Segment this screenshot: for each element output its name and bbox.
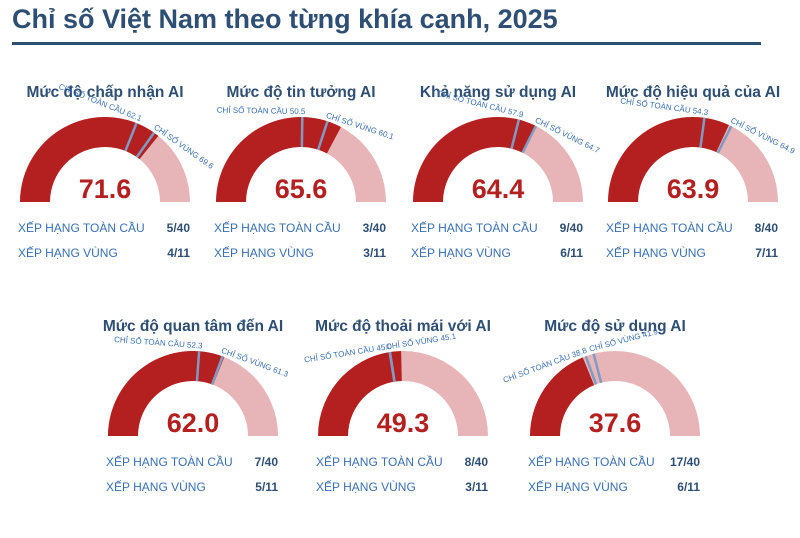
global-rank-row: XẾP HẠNG TOÀN CẦU 9/40 xyxy=(411,221,583,237)
regional-rank-value: 6/11 xyxy=(677,480,700,494)
global-rank-value: 17/40 xyxy=(670,455,700,469)
regional-rank-value: 3/11 xyxy=(465,480,488,494)
regional-rank-row: XẾP HẠNG VÙNG 7/11 xyxy=(606,246,778,262)
global-rank-label: XẾP HẠNG TOÀN CẦU xyxy=(106,455,233,469)
gauge-score: 37.6 xyxy=(589,408,642,438)
global-rank-label: XẾP HẠNG TOÀN CẦU xyxy=(606,221,733,235)
gauge-score: 65.6 xyxy=(275,174,328,204)
global-index-label: CHỈ SỐ TOÀN CẦU 50.5 xyxy=(217,105,306,116)
gauge-score: 64.4 xyxy=(472,174,525,204)
regional-rank-row: XẾP HẠNG VÙNG 3/11 xyxy=(214,246,386,262)
global-rank-label: XẾP HẠNG TOÀN CẦU xyxy=(18,221,145,235)
regional-rank-label: XẾP HẠNG VÙNG xyxy=(528,480,628,494)
regional-rank-label: XẾP HẠNG VÙNG xyxy=(106,480,206,494)
gauge-title: Mức độ sử dụng AI xyxy=(520,318,710,336)
regional-rank-value: 7/11 xyxy=(755,246,778,260)
global-rank-value: 7/40 xyxy=(255,455,278,469)
gauge-title: Mức độ tin tưởng AI xyxy=(206,84,396,102)
regional-rank-row: XẾP HẠNG VÙNG 3/11 xyxy=(316,480,488,496)
gauge-panel: Mức độ thoải mái với AI CHỈ SỐ TOÀN CẦU 4… xyxy=(308,318,498,538)
global-rank-row: XẾP HẠNG TOÀN CẦU 3/40 xyxy=(214,221,386,237)
title-rule xyxy=(12,42,761,45)
regional-rank-value: 6/11 xyxy=(560,246,583,260)
global-rank-value: 8/40 xyxy=(755,221,778,235)
gauge-score: 62.0 xyxy=(167,408,220,438)
gauge-score: 71.6 xyxy=(79,174,132,204)
global-rank-value: 8/40 xyxy=(465,455,488,469)
gauge-title: Khả năng sử dụng AI xyxy=(403,84,593,102)
regional-rank-value: 3/11 xyxy=(363,246,386,260)
regional-rank-value: 4/11 xyxy=(167,246,190,260)
global-rank-row: XẾP HẠNG TOÀN CẦU 8/40 xyxy=(316,455,488,471)
regional-rank-row: XẾP HẠNG VÙNG 6/11 xyxy=(411,246,583,262)
regional-rank-label: XẾP HẠNG VÙNG xyxy=(606,246,706,260)
global-rank-label: XẾP HẠNG TOÀN CẦU xyxy=(316,455,443,469)
page-title: Chỉ số Việt Nam theo từng khía cạnh, 202… xyxy=(12,4,558,35)
global-rank-value: 9/40 xyxy=(560,221,583,235)
regional-rank-label: XẾP HẠNG VÙNG xyxy=(214,246,314,260)
global-index-label: CHỈ SỐ TOÀN CẦU 52.3 xyxy=(114,334,204,350)
gauge-score: 49.3 xyxy=(377,408,430,438)
regional-rank-row: XẾP HẠNG VÙNG 6/11 xyxy=(528,480,700,496)
gauge-score: 63.9 xyxy=(667,174,720,204)
global-rank-label: XẾP HẠNG TOÀN CẦU xyxy=(528,455,655,469)
regional-rank-row: XẾP HẠNG VÙNG 4/11 xyxy=(18,246,190,262)
global-rank-row: XẾP HẠNG TOÀN CẦU 8/40 xyxy=(606,221,778,237)
global-rank-row: XẾP HẠNG TOÀN CẦU 5/40 xyxy=(18,221,190,237)
global-rank-row: XẾP HẠNG TOÀN CẦU 7/40 xyxy=(106,455,278,471)
gauge-title: Mức độ thoải mái với AI xyxy=(308,318,498,336)
global-rank-row: XẾP HẠNG TOÀN CẦU 17/40 xyxy=(528,455,700,471)
global-rank-value: 5/40 xyxy=(167,221,190,235)
regional-rank-label: XẾP HẠNG VÙNG xyxy=(316,480,416,494)
regional-rank-value: 5/11 xyxy=(255,480,278,494)
global-rank-value: 3/40 xyxy=(363,221,386,235)
regional-rank-row: XẾP HẠNG VÙNG 5/11 xyxy=(106,480,278,496)
regional-rank-label: XẾP HẠNG VÙNG xyxy=(411,246,511,260)
gauge-title: Mức độ quan tâm đến AI xyxy=(98,318,288,336)
global-rank-label: XẾP HẠNG TOÀN CẦU xyxy=(411,221,538,235)
regional-rank-label: XẾP HẠNG VÙNG xyxy=(18,246,118,260)
global-rank-label: XẾP HẠNG TOÀN CẦU xyxy=(214,221,341,235)
